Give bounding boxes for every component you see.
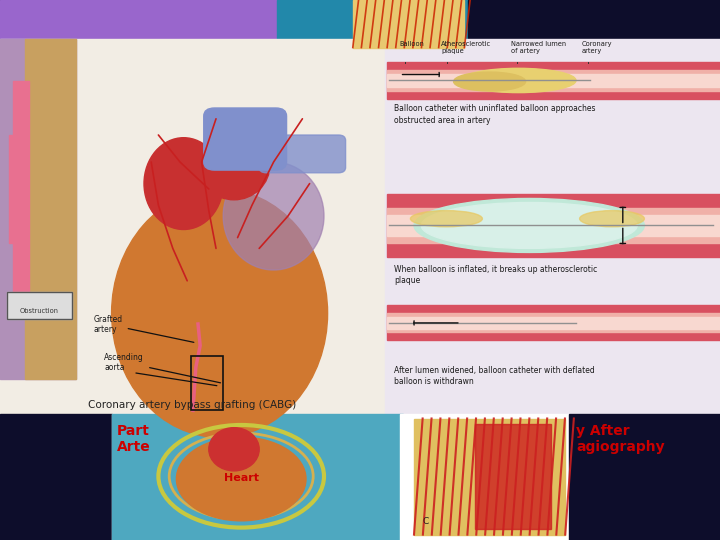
Ellipse shape — [410, 211, 482, 227]
Bar — [112, 414, 288, 540]
Text: C: C — [423, 517, 429, 526]
Ellipse shape — [580, 211, 644, 227]
Bar — [387, 194, 720, 256]
Bar — [387, 208, 720, 243]
Bar — [0, 39, 385, 414]
Bar — [0, 0, 277, 39]
FancyBboxPatch shape — [259, 135, 346, 173]
Bar — [9, 135, 19, 243]
Text: balloon is withdrawn: balloon is withdrawn — [394, 377, 474, 387]
Text: Heart: Heart — [224, 473, 258, 483]
Text: Balloon catheter with uninflated balloon approaches: Balloon catheter with uninflated balloon… — [394, 104, 595, 113]
Text: Ascending
aorta: Ascending aorta — [104, 353, 220, 383]
Text: Coronary artery bypass grafting (CABG): Coronary artery bypass grafting (CABG) — [89, 400, 297, 410]
Bar — [0, 39, 76, 379]
Bar — [191, 356, 223, 410]
Bar — [400, 414, 720, 540]
Text: Obstruction: Obstruction — [20, 308, 59, 314]
Ellipse shape — [209, 428, 259, 471]
Bar — [13, 81, 29, 297]
Bar — [0, 414, 112, 540]
Bar — [277, 0, 468, 39]
Ellipse shape — [461, 69, 576, 93]
Text: y After: y After — [576, 424, 629, 438]
Text: Balloon: Balloon — [399, 41, 424, 47]
Bar — [387, 62, 720, 99]
Bar — [387, 316, 720, 329]
Bar — [387, 313, 720, 333]
Text: agiography: agiography — [576, 440, 665, 454]
Text: Atherosclerotic
plaque: Atherosclerotic plaque — [441, 41, 492, 54]
Ellipse shape — [144, 138, 223, 230]
Bar — [385, 39, 720, 414]
Text: Narrowed lumen
of artery: Narrowed lumen of artery — [511, 41, 567, 54]
Text: obstructed area in artery: obstructed area in artery — [394, 116, 490, 125]
Text: Part: Part — [117, 424, 150, 438]
Text: plaque: plaque — [394, 276, 420, 285]
Ellipse shape — [198, 130, 270, 200]
Text: Grafted
artery: Grafted artery — [94, 315, 194, 342]
Ellipse shape — [176, 437, 306, 521]
Ellipse shape — [421, 202, 637, 248]
FancyBboxPatch shape — [204, 108, 287, 170]
Text: Coronary
artery: Coronary artery — [582, 41, 612, 54]
Bar — [569, 414, 720, 540]
Text: Arte: Arte — [117, 440, 150, 454]
Bar — [387, 215, 720, 236]
Bar — [387, 74, 720, 87]
Text: When balloon is inflated, it breaks up atherosclerotic: When balloon is inflated, it breaks up a… — [394, 265, 597, 274]
Ellipse shape — [454, 72, 526, 91]
Bar — [25, 39, 76, 379]
Bar — [7, 292, 72, 319]
Ellipse shape — [223, 162, 324, 270]
Bar — [353, 0, 464, 48]
Bar — [387, 305, 720, 340]
Bar — [7, 292, 72, 319]
Ellipse shape — [414, 198, 644, 252]
Bar — [475, 424, 551, 529]
Bar — [112, 414, 403, 540]
Text: After lumen widened, balloon catheter with deflated: After lumen widened, balloon catheter wi… — [394, 366, 595, 375]
Bar — [414, 418, 565, 535]
Ellipse shape — [112, 189, 328, 437]
Bar — [468, 0, 720, 39]
Bar — [387, 70, 720, 91]
